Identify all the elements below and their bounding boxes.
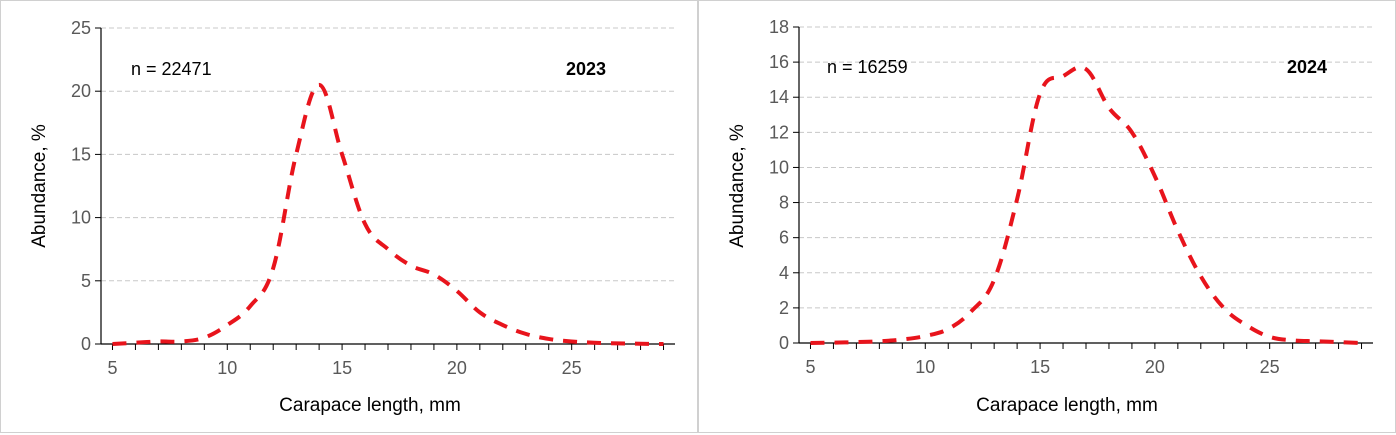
chart-panel-2023: 0 5 10 15 20 25 5 10 15 20 25 Carapace length, mm … (0, 0, 698, 433)
y-tick-label: 5 (81, 271, 91, 291)
year-label: 2023 (566, 59, 606, 79)
y-tick-label: 14 (769, 87, 789, 107)
year-label: 2024 (1287, 57, 1327, 77)
y-axis-title: Abundance, % (29, 124, 50, 248)
y-tick-label: 20 (71, 81, 91, 101)
x-tick-label: 25 (1260, 357, 1280, 377)
tick-labels: 0 2 4 6 8 10 12 14 16 18 5 10 15 20 25 (769, 17, 1280, 377)
y-tick-label: 4 (779, 263, 789, 283)
y-tick-label: 8 (779, 193, 789, 213)
y-tick-label: 15 (71, 144, 91, 164)
x-tick-label: 10 (217, 358, 237, 378)
abundance-chart-2024: 0 2 4 6 8 10 12 14 16 18 5 10 15 20 25 Carapace length… (727, 17, 1373, 416)
y-tick-label: 10 (71, 208, 91, 228)
y-axis-title: Abundance, % (727, 124, 748, 248)
x-tick-label: 5 (805, 357, 815, 377)
series-group (810, 65, 1362, 345)
x-tick-label: 15 (332, 358, 352, 378)
sample-size-label: n = 22471 (131, 59, 212, 79)
x-axis-title: Carapace length, mm (279, 395, 461, 416)
y-tick-label: 0 (81, 334, 91, 354)
chart-panel-2024: 0 2 4 6 8 10 12 14 16 18 5 10 15 20 25 Carapace length… (698, 0, 1396, 433)
x-tick-label: 20 (1145, 357, 1165, 377)
x-tick-label: 10 (915, 357, 935, 377)
y-tick-label: 2 (779, 298, 789, 318)
axes (95, 27, 675, 350)
y-tick-label: 18 (769, 17, 789, 37)
x-tick-label: 25 (562, 358, 582, 378)
sample-size-label: n = 16259 (827, 57, 908, 77)
series-group (112, 82, 664, 346)
x-tick-label: 5 (107, 358, 117, 378)
axes (793, 26, 1373, 349)
x-tick-label: 20 (447, 358, 467, 378)
abundance-series-line (112, 82, 664, 346)
x-axis-title: Carapace length, mm (976, 395, 1158, 416)
y-tick-label: 0 (779, 333, 789, 353)
y-tick-label: 10 (769, 157, 789, 177)
y-tick-label: 6 (779, 228, 789, 248)
abundance-series-line (810, 65, 1362, 345)
x-tick-label: 15 (1030, 357, 1050, 377)
y-tick-label: 12 (769, 122, 789, 142)
y-tick-label: 25 (71, 18, 91, 38)
y-tick-label: 16 (769, 52, 789, 72)
